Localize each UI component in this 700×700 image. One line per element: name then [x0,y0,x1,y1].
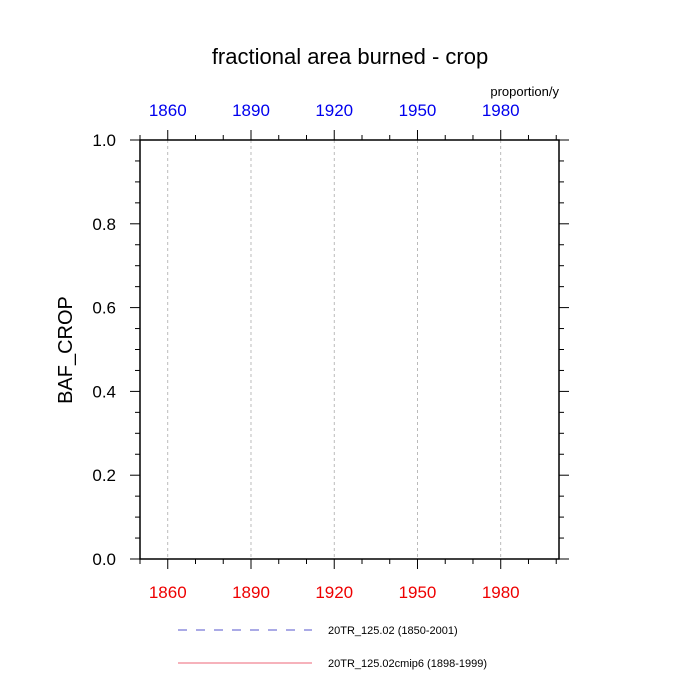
grid-lines [167,140,502,559]
x-tick-label-bottom: 1920 [315,583,353,602]
chart-title: fractional area burned - crop [212,44,488,69]
tick-labels: 1860 1860 1890 1890 1920 1920 1950 1950 1980 1980… [92,101,519,602]
x-tick-label-top: 1980 [482,101,520,120]
x-tick-label-bottom: 1980 [482,583,520,602]
x-tick-label-bottom: 1950 [399,583,437,602]
y-tick-label: 0.8 [92,215,116,234]
x-tick-label-top: 1890 [232,101,270,120]
legend-label: 20TR_125.02cmip6 (1898-1999) [328,658,487,670]
y-axis-label: BAF_CROP [55,296,77,404]
x-tick-label-bottom: 1860 [149,583,187,602]
legend-label: 20TR_125.02 (1850-2001) [328,625,458,637]
plot-frame [139,139,560,560]
axis-ticks [130,130,569,569]
x-tick-label-top: 1920 [315,101,353,120]
y-tick-label: 0.0 [92,550,116,569]
y-tick-label: 0.4 [92,382,116,401]
x-tick-label-top: 1950 [399,101,437,120]
y-tick-label: 1.0 [92,131,116,150]
legend: 20TR_125.02 (1850-2001) 20TR_125.02cmip6 … [178,625,487,670]
x-tick-label-bottom: 1890 [232,583,270,602]
y-tick-label: 0.6 [92,299,116,318]
x-tick-label-top: 1860 [149,101,187,120]
y-tick-label: 0.2 [92,466,116,485]
units-label: proportion/y [490,84,559,99]
